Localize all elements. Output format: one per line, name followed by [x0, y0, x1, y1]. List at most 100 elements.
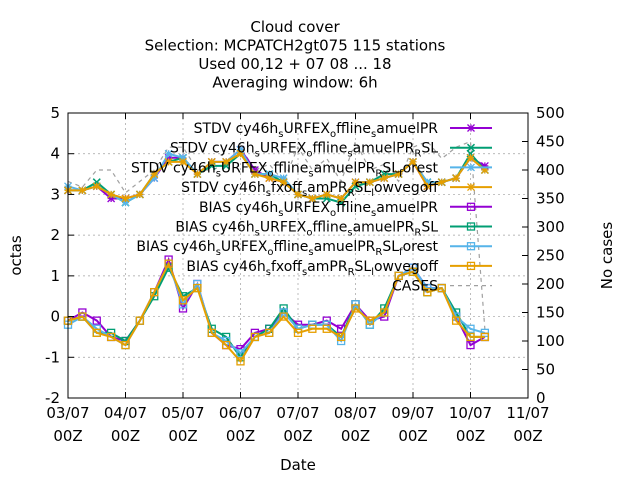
point-3-21 [365, 178, 374, 187]
axis-ticks: -2-1012345050100150200250300350400450500… [45, 104, 565, 445]
point-7-15 [279, 312, 288, 321]
point-7-10 [207, 328, 216, 338]
point-2-12 [236, 145, 245, 154]
axis-labels: Date octas No cases [7, 222, 616, 474]
legend-label-1: STDV cy46hsURFEXofflinesamuelPRRSL [170, 141, 438, 160]
y-axis-label: octas [7, 235, 25, 275]
point-7-25 [423, 287, 432, 297]
point-7-9 [193, 283, 202, 293]
point-7-22 [380, 308, 389, 317]
point-3-17 [308, 194, 317, 203]
y2-tick-label-8: 400 [536, 161, 565, 179]
y-tick-label-1: -1 [45, 348, 60, 366]
legend-entry-5: BIAS cy46hsURFEXofflinesamuelPRRSL [175, 220, 492, 239]
title-line-2: Used 00,12 + 07 08 ... 18 [198, 55, 391, 73]
point-3-25 [423, 182, 432, 191]
data-series [63, 145, 490, 366]
legend-marker-7 [466, 261, 476, 271]
cases-series [67, 139, 486, 330]
x-tick-label-hour-5: 00Z [341, 427, 370, 445]
x-tick-label-hour-7: 00Z [456, 427, 485, 445]
point-7-3 [106, 332, 116, 342]
legend-marker-2 [467, 163, 475, 172]
x-tick-label-3: 06/07 [219, 404, 262, 422]
point-3-7 [164, 157, 173, 166]
point-2-4 [121, 198, 130, 207]
point-3-11 [222, 157, 231, 166]
point-3-6 [150, 170, 159, 179]
point-7-16 [293, 328, 303, 338]
point-3-3 [107, 190, 116, 199]
point-4-28 [466, 340, 475, 350]
point-7-6 [150, 287, 159, 297]
point-7-21 [365, 316, 375, 325]
legend-entry-6: BIAS cy46hsURFEXofflinesamuelPRRSLforest [136, 239, 492, 258]
x-tick-label-5: 08/07 [334, 404, 377, 422]
point-7-7 [164, 259, 173, 268]
x-tick-label-hour-8: 00Z [513, 427, 542, 445]
point-3-19 [337, 194, 346, 203]
point-7-14 [265, 328, 274, 338]
legend-label-6: BIAS cy46hsURFEXofflinesamuelPRRSLforest [136, 239, 438, 258]
point-3-27 [452, 174, 461, 183]
point-0-7 [164, 153, 173, 162]
point-3-20 [351, 178, 360, 187]
legend-label-3: STDV cy46hsfxoffsamPRRSLlowvegoff [181, 180, 438, 199]
point-3-9 [193, 170, 202, 179]
point-0-13 [250, 166, 259, 174]
point-3-14 [265, 174, 274, 183]
title-line-0: Cloud cover [250, 18, 340, 36]
legend-entry-4: BIAS cy46hsURFEXofflinesamuelPR [199, 200, 492, 219]
series-line-3 [68, 152, 486, 200]
point-4-2 [92, 316, 101, 325]
y2-axis-label: No cases [598, 222, 616, 290]
point-3-26 [437, 178, 446, 187]
point-7-26 [437, 283, 446, 293]
y2-tick-label-1: 50 [536, 361, 555, 379]
y-tick-label-4: 2 [50, 226, 60, 244]
x-axis-label: Date [280, 456, 316, 474]
legend-label-2: STDV cy46hsURFEXofflinesamuelPRRSLforest [131, 160, 438, 179]
legend-marker-5 [466, 222, 476, 231]
point-7-4 [121, 340, 130, 350]
title-line-1: Selection: MCPATCH2gt075 115 stations [145, 37, 446, 55]
x-tick-label-6: 09/07 [391, 404, 434, 422]
x-tick-label-hour-4: 00Z [283, 427, 312, 445]
x-tick-label-4: 07/07 [276, 404, 319, 422]
y2-tick-label-2: 100 [536, 332, 565, 350]
x-tick-label-hour-3: 00Z [226, 427, 255, 445]
point-2-25 [423, 178, 432, 187]
point-3-12 [236, 149, 245, 158]
legend-label-0: STDV cy46hsURFEXofflinesamuelPR [194, 121, 439, 140]
y2-tick-label-0: 0 [536, 389, 546, 407]
legend-marker-4 [466, 202, 476, 211]
point-7-29 [480, 332, 490, 342]
y-tick-label-7: 5 [50, 104, 60, 122]
point-0-3 [107, 194, 116, 203]
point-7-24 [408, 267, 418, 276]
y2-tick-label-7: 350 [536, 190, 565, 208]
y2-tick-label-3: 150 [536, 304, 565, 322]
point-3-4 [121, 194, 130, 203]
series-8 [67, 139, 486, 330]
y2-tick-label-10: 500 [536, 104, 565, 122]
point-7-5 [135, 316, 145, 325]
y-tick-label-0: -2 [45, 389, 60, 407]
legend-marker-1 [466, 143, 476, 152]
legend-marker-3 [467, 183, 475, 192]
y-tick-label-6: 4 [50, 145, 60, 163]
series-line-8 [67, 139, 486, 330]
point-7-13 [250, 332, 260, 342]
point-7-8 [178, 296, 188, 305]
series-line-6 [67, 261, 486, 355]
y2-tick-label-4: 200 [536, 275, 565, 293]
x-tick-label-2: 05/07 [161, 404, 204, 422]
y-tick-label-5: 3 [50, 185, 60, 203]
y-tick-label-3: 1 [50, 267, 60, 285]
legend-label-7: BIAS cy46hsfxoffsamPRRSLlowvegoff [186, 259, 438, 278]
point-7-19 [336, 332, 346, 342]
x-tick-label-hour-6: 00Z [398, 427, 427, 445]
point-3-16 [294, 190, 302, 199]
